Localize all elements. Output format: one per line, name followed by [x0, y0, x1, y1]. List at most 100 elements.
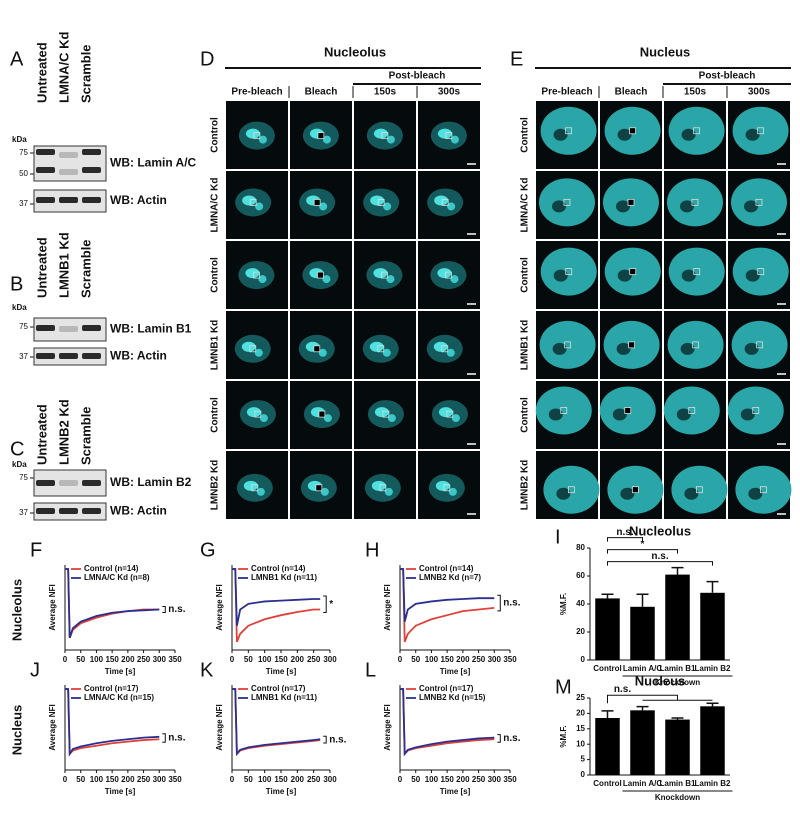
band	[36, 325, 55, 331]
bleach-roi	[317, 132, 325, 140]
marker-label: 75	[19, 473, 28, 482]
x-tick-label: 250	[137, 655, 151, 664]
row-label: LMNA/C Kd	[210, 178, 221, 233]
cell	[727, 386, 784, 435]
bracket	[323, 595, 327, 614]
band	[36, 167, 55, 173]
bleach-roi	[313, 199, 321, 206]
cell	[668, 247, 725, 296]
bleach-roi	[564, 341, 572, 349]
row-label: LMNB1 Kd	[210, 320, 221, 371]
x-tick-label: Control	[593, 664, 621, 673]
panel-letter: F	[30, 539, 42, 561]
column-label: 300s	[438, 87, 461, 98]
band	[59, 480, 78, 486]
nucleolus	[243, 480, 258, 491]
error-bar	[706, 580, 719, 593]
cell	[730, 178, 787, 227]
nucleolus	[323, 414, 332, 423]
nucleolus	[450, 135, 459, 144]
band	[82, 325, 101, 331]
bleach-roi	[441, 345, 449, 353]
x-tick-label: 50	[76, 655, 85, 664]
cell	[666, 178, 723, 227]
bleach-roi	[695, 486, 703, 494]
significance: *	[329, 599, 333, 610]
nucleolus	[740, 408, 755, 421]
x-tick-label: 300	[153, 775, 167, 784]
x-tick-label: 100	[258, 775, 272, 784]
error-bar	[601, 593, 614, 599]
bleach-roi	[254, 410, 262, 418]
nucleolus	[319, 202, 328, 211]
x-tick-label: 0	[230, 775, 235, 784]
y-tick-label: 40	[576, 599, 585, 608]
lane-label: Scramble	[78, 406, 93, 465]
x-axis-label: Time [s]	[266, 787, 297, 796]
column-label: 150s	[684, 87, 707, 98]
x-tick-label: 0	[398, 655, 403, 664]
column-label: 150s	[374, 87, 397, 98]
nucleolus	[553, 269, 568, 282]
nucleolus	[681, 128, 696, 141]
row-label: Control	[520, 257, 531, 293]
x-tick-label: 150	[274, 775, 288, 784]
nucleolus	[451, 414, 460, 423]
y-tick-label: 15	[576, 724, 585, 733]
panel-letter: L	[365, 659, 376, 681]
bleach-roi	[249, 345, 257, 353]
x-tick-label: 100	[90, 775, 104, 784]
bleach-roi	[755, 198, 763, 206]
cell	[732, 106, 789, 155]
nucleolus	[448, 487, 457, 496]
bleach-roi	[567, 486, 575, 494]
y-tick-label: 0	[581, 770, 586, 779]
nucleolus	[548, 408, 563, 421]
legend-label: Control (n=17)	[84, 684, 139, 693]
nucleolus	[450, 275, 459, 284]
significance: n.s.	[616, 527, 633, 538]
x-tick-label: 100	[425, 655, 439, 664]
row-label: Control	[210, 257, 221, 293]
nucleolus	[387, 414, 396, 423]
band	[36, 149, 55, 155]
nucleolus	[612, 408, 627, 421]
error-bar	[636, 593, 649, 607]
x-tick-label: Lamin B2	[694, 779, 731, 788]
nucleolus	[369, 341, 384, 352]
x-tick-label: 150	[105, 655, 119, 664]
nucleolus	[681, 269, 696, 282]
nucleolus	[258, 135, 267, 144]
marker-label: 75	[19, 148, 28, 157]
series-line	[65, 568, 160, 639]
bleach-roi	[628, 341, 636, 349]
y-axis-label: Average NFI	[215, 704, 224, 750]
x-axis-label: Time [s]	[105, 667, 136, 676]
y-tick-label: 0	[581, 655, 586, 664]
error-bar	[706, 702, 719, 707]
y-axis-label: Average NFI	[383, 584, 392, 630]
bleach-roi	[381, 271, 388, 279]
x-tick-label: 150	[440, 655, 454, 664]
y-tick-label: 80	[576, 543, 585, 552]
y-tick-label: 5	[581, 755, 586, 764]
bar	[595, 598, 620, 660]
legend-label: LMNB1 Kd (n=11)	[251, 573, 317, 582]
cell	[535, 386, 592, 435]
legend-label: Control (n=17)	[251, 684, 306, 693]
y-axis-label: Average NFI	[215, 584, 224, 630]
error-bar	[601, 710, 614, 719]
post-bleach-label: Post-bleach	[699, 71, 756, 82]
legend-label: LMNA/C Kd (n=8)	[84, 573, 150, 582]
panel-letter: C	[10, 438, 24, 460]
y-axis-label: %M.F.	[559, 725, 568, 747]
nucleolus	[318, 348, 327, 357]
bleach-roi	[629, 127, 636, 135]
row-label: Control	[520, 397, 531, 433]
bleach-roi	[624, 407, 632, 414]
bleach-roi	[377, 345, 385, 353]
lane-label: Untreated	[34, 237, 49, 298]
band	[59, 197, 78, 203]
x-tick-label: 0	[63, 655, 68, 664]
bleach-roi	[379, 484, 387, 492]
